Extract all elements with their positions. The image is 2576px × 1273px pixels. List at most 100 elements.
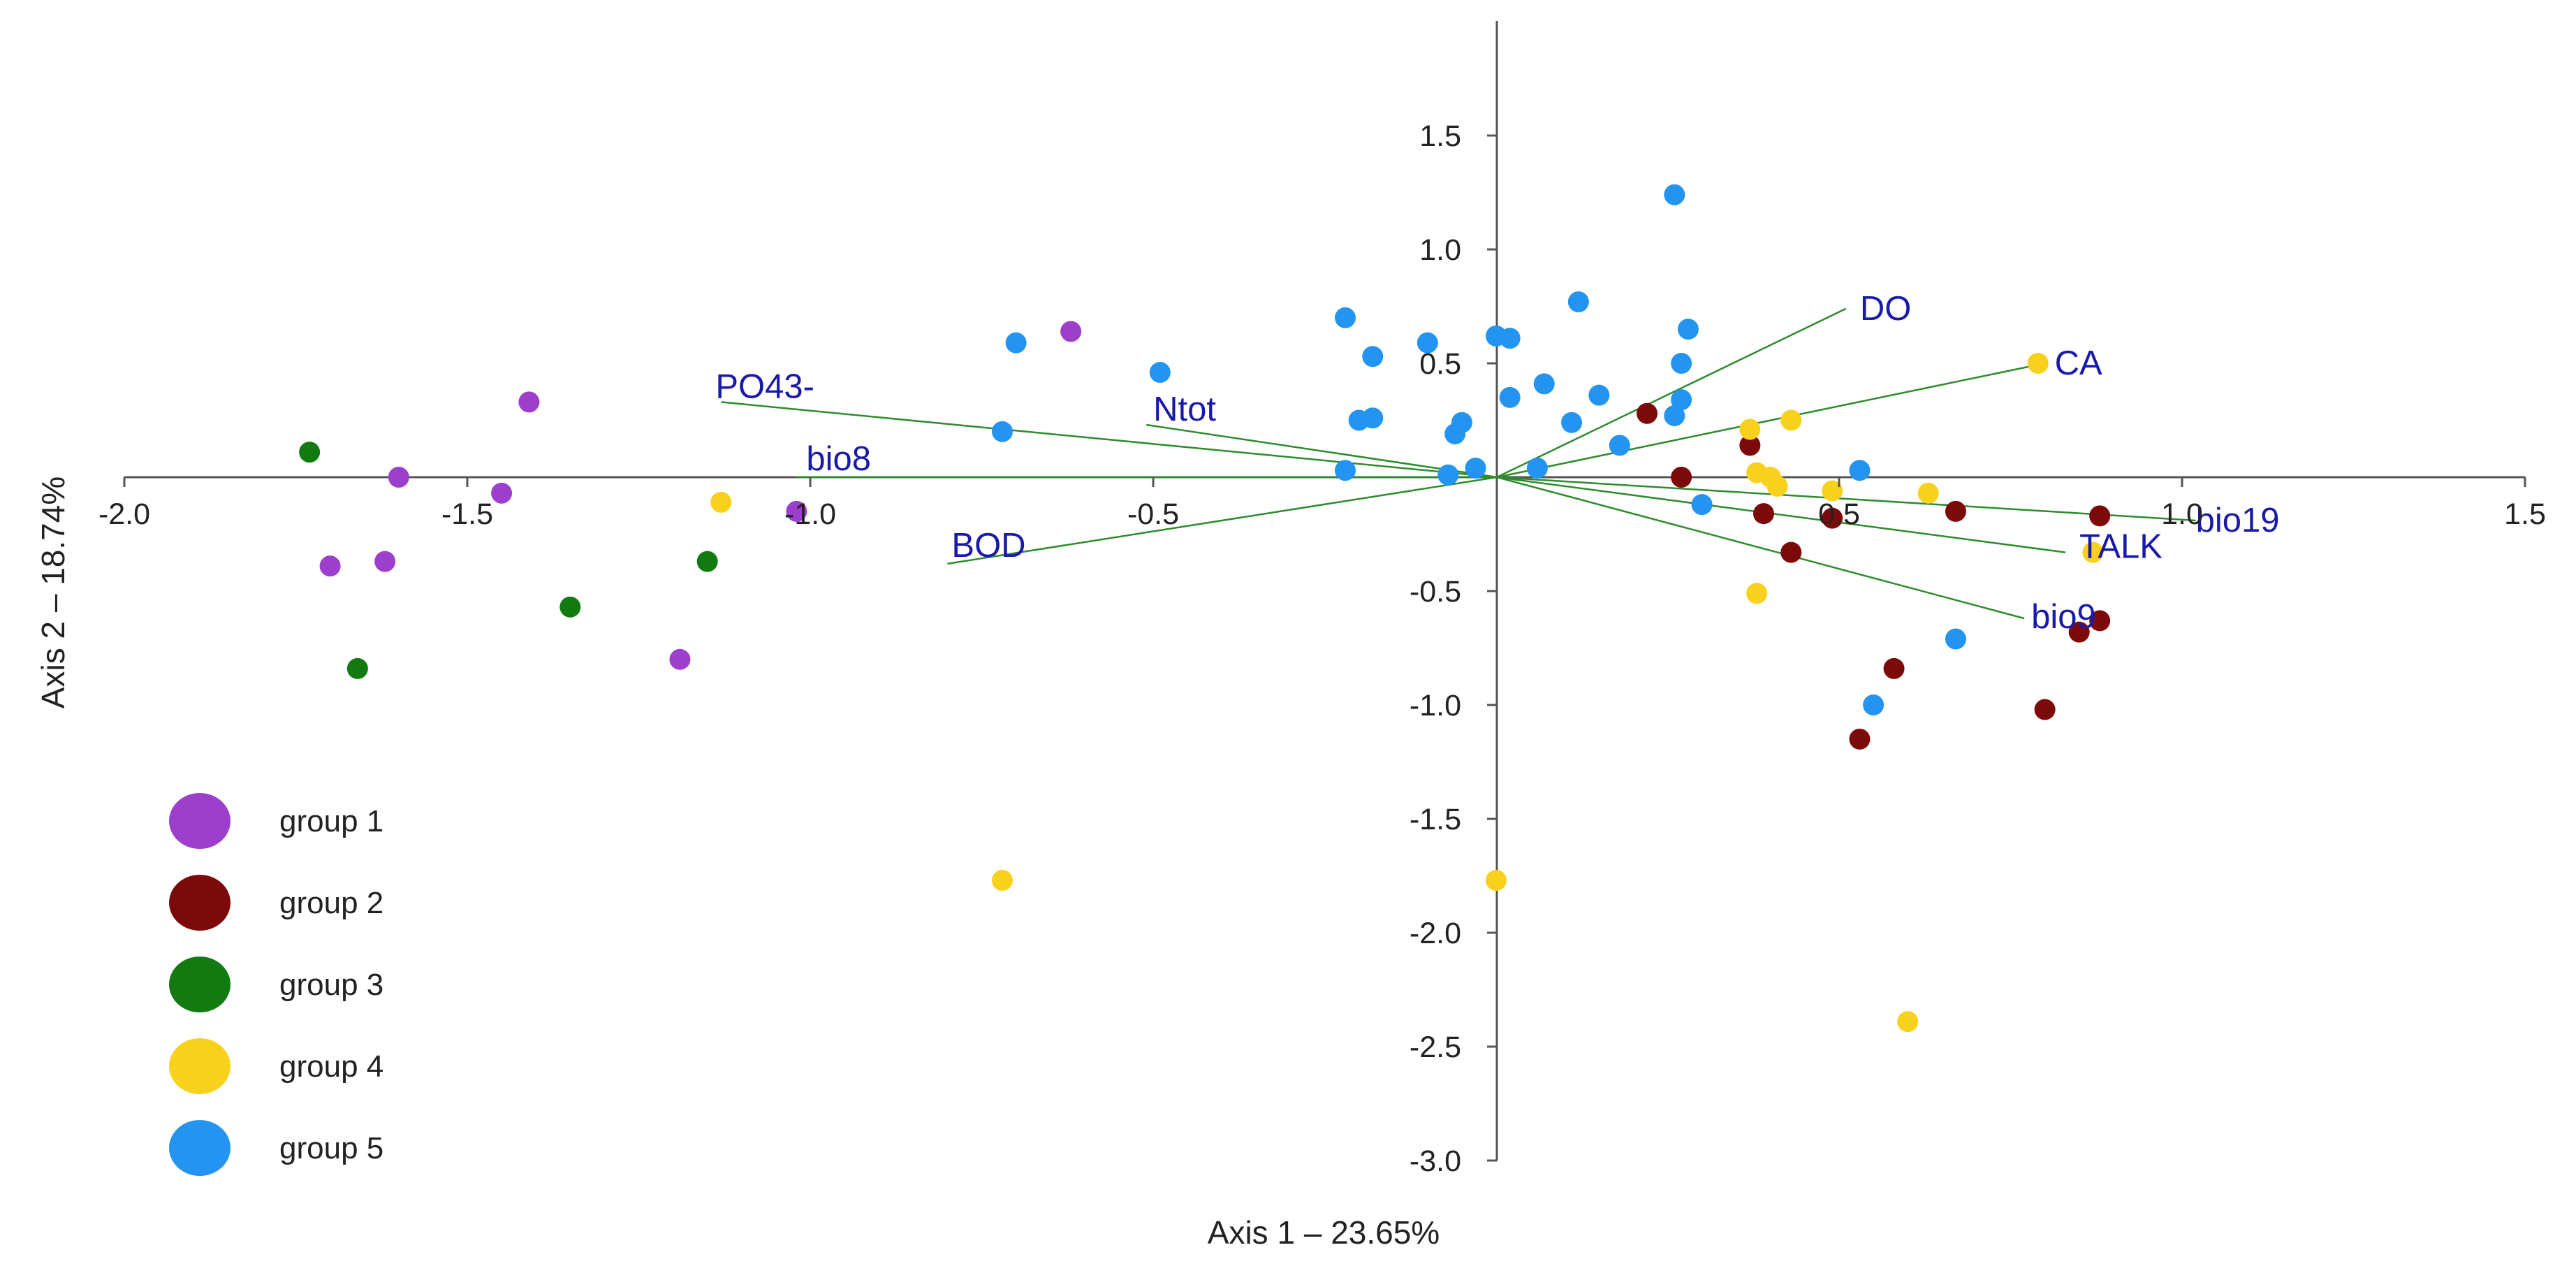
- point-group-3: [299, 442, 321, 463]
- y-tick-label: -3.0: [1410, 1144, 1461, 1178]
- vector-label-bio9: bio9: [2031, 598, 2096, 636]
- point-group-5: [1677, 319, 1699, 340]
- point-group-5: [1417, 332, 1438, 354]
- point-group-1: [518, 391, 540, 413]
- vector-label-bio8: bio8: [806, 440, 871, 478]
- vectors: [721, 307, 2196, 620]
- vector-label-do: DO: [1860, 290, 1912, 328]
- vector-ca: [1496, 362, 2045, 479]
- point-group-5: [1664, 184, 1685, 205]
- point-group-2: [1849, 728, 1871, 750]
- point-group-4: [991, 870, 1013, 892]
- vector-labels: PO43- Ntot bio8 BOD DO CA bio19 TALK bio9: [715, 290, 2279, 636]
- point-group-5: [1348, 409, 1370, 431]
- x-axis-title: Axis 1 – 23.65%: [1208, 1214, 1440, 1251]
- point-group-5: [1334, 460, 1356, 481]
- point-group-1: [786, 500, 807, 522]
- point-group-5: [1533, 373, 1555, 395]
- legend-label-group-4: group 4: [279, 1049, 383, 1084]
- y-tick-label: 0.5: [1419, 347, 1461, 381]
- vector-ntot: [1146, 423, 1498, 479]
- point-group-4: [710, 491, 732, 513]
- point-group-5: [1849, 460, 1871, 481]
- vector-label-talk: TALK: [2079, 528, 2162, 566]
- legend-swatch-group-2: [169, 875, 230, 931]
- point-group-3: [696, 551, 718, 572]
- point-group-5: [1526, 457, 1548, 479]
- vector-do: [1496, 307, 1847, 479]
- point-group-1: [388, 467, 409, 488]
- point-group-1: [669, 648, 691, 670]
- point-group-5: [1362, 346, 1384, 368]
- vector-label-bod: BOD: [951, 527, 1025, 565]
- legend-label-group-2: group 2: [279, 886, 383, 920]
- point-group-5: [1005, 332, 1027, 354]
- x-tick-label: -0.5: [1127, 497, 1179, 531]
- legend: group 1 group 2 group 3 group 4 group 5: [169, 793, 383, 1176]
- legend-label-group-1: group 1: [279, 804, 383, 838]
- vector-talk: [1496, 476, 2066, 553]
- point-group-5: [1444, 423, 1466, 445]
- point-group-1: [374, 551, 396, 572]
- point-group-5: [1671, 389, 1692, 411]
- point-group-2: [2089, 505, 2111, 527]
- legend-label-group-3: group 3: [279, 968, 383, 1002]
- point-group-4: [1739, 419, 1761, 440]
- point-group-2: [1822, 507, 1843, 529]
- point-group-5: [1945, 628, 1966, 650]
- point-group-5: [1567, 291, 1589, 312]
- point-group-4: [1486, 870, 1507, 892]
- point-group-5: [1664, 405, 1685, 426]
- point-group-4: [1897, 1011, 1919, 1033]
- x-tick-label: -1.0: [784, 497, 836, 531]
- point-group-2: [1945, 500, 1966, 522]
- legend-swatch-group-1: [169, 793, 230, 849]
- point-group-2: [2068, 621, 2090, 643]
- point-group-5: [1334, 307, 1356, 328]
- point-group-5: [1499, 386, 1521, 408]
- legend-swatch-group-3: [169, 956, 230, 1012]
- point-group-5: [991, 421, 1013, 442]
- vector-bod: [947, 476, 1498, 565]
- point-group-4: [1822, 480, 1843, 502]
- point-group-5: [1499, 328, 1521, 349]
- point-group-5: [1671, 353, 1692, 374]
- point-group-1: [319, 555, 341, 577]
- x-tick-label: 0.5: [1818, 497, 1860, 531]
- vector-bio9: [1496, 476, 2025, 620]
- point-group-5: [1588, 384, 1610, 406]
- axes: [124, 21, 2525, 1161]
- y-axis-title: Axis 2 – 18.74%: [35, 477, 71, 708]
- point-group-4: [2082, 541, 2104, 563]
- point-group-5: [1863, 694, 1885, 715]
- point-group-2: [1752, 503, 1774, 525]
- points: [299, 184, 2111, 1033]
- x-tick-label: -1.5: [441, 497, 493, 531]
- x-tick-label: 1.0: [2161, 497, 2203, 531]
- point-group-1: [491, 482, 513, 504]
- y-tick-label: -2.5: [1410, 1031, 1461, 1064]
- ticks: -2.0 -1.5 -1.0 -0.5 0.5 1.0 1.5 1.5 1.0 0.5 -0.5 -1…: [98, 119, 2546, 1178]
- vector-label-bio19: bio19: [2196, 502, 2280, 539]
- point-group-4: [1780, 409, 1802, 431]
- point-group-5: [1691, 494, 1713, 516]
- point-group-5: [1561, 412, 1583, 433]
- point-group-2: [1780, 541, 1802, 563]
- legend-swatch-group-4: [169, 1038, 230, 1094]
- point-group-5: [1609, 435, 1630, 456]
- point-group-2: [1671, 467, 1692, 488]
- y-tick-label: 1.5: [1419, 119, 1461, 153]
- point-group-4: [1746, 583, 1768, 604]
- legend-label-group-5: group 5: [279, 1131, 383, 1165]
- point-group-5: [1465, 457, 1486, 479]
- vector-label-ntot: Ntot: [1153, 391, 1216, 428]
- point-group-5: [1149, 362, 1171, 384]
- point-group-2: [1637, 402, 1658, 424]
- y-tick-label: 1.0: [1419, 233, 1461, 267]
- y-tick-label: -1.5: [1410, 803, 1461, 836]
- legend-swatch-group-5: [169, 1120, 230, 1176]
- point-group-3: [346, 657, 368, 679]
- vector-po43-: [721, 401, 1498, 479]
- point-group-4: [1766, 476, 1788, 497]
